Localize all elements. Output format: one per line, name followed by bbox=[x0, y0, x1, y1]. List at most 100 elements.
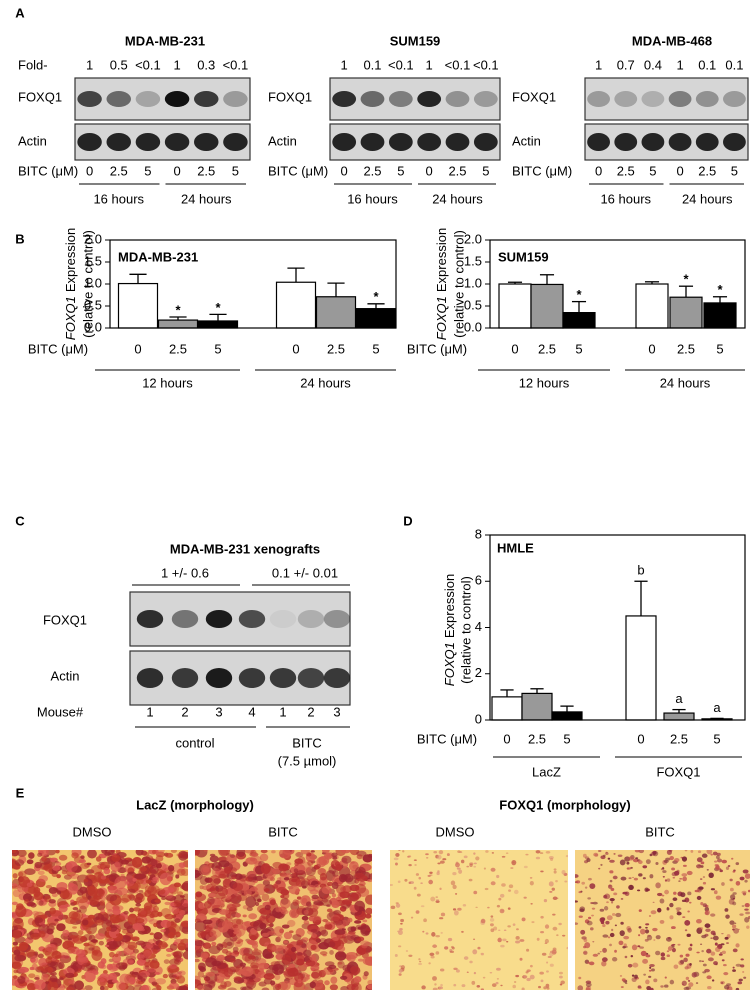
cell bbox=[489, 972, 493, 974]
cell bbox=[245, 857, 258, 865]
cell bbox=[592, 901, 598, 905]
cell bbox=[740, 958, 744, 961]
cell bbox=[149, 932, 154, 936]
cell bbox=[307, 859, 314, 867]
cell bbox=[26, 859, 34, 865]
cell bbox=[339, 891, 351, 899]
cell bbox=[300, 850, 310, 855]
time-label: 16 hours bbox=[347, 191, 398, 206]
cell bbox=[432, 987, 438, 990]
cell bbox=[665, 936, 672, 942]
cell bbox=[439, 917, 444, 920]
dose-label: 2.5 bbox=[617, 163, 635, 178]
cell bbox=[354, 872, 365, 879]
cell bbox=[439, 860, 445, 864]
mouse-number: 3 bbox=[215, 704, 222, 719]
cell bbox=[216, 943, 224, 951]
y-tick-label: 1.5 bbox=[464, 253, 482, 268]
cell bbox=[273, 960, 285, 970]
cell bbox=[51, 893, 58, 898]
bar bbox=[562, 312, 596, 329]
cell bbox=[667, 946, 673, 951]
treatment-label: BITC (μM) bbox=[18, 163, 78, 178]
cell bbox=[98, 940, 105, 946]
cell bbox=[712, 935, 719, 941]
cell bbox=[166, 953, 172, 957]
cell bbox=[686, 933, 691, 937]
cell bbox=[303, 909, 309, 915]
cell bbox=[507, 907, 511, 910]
cell bbox=[491, 983, 497, 988]
cell bbox=[163, 959, 170, 964]
cell bbox=[444, 946, 449, 950]
cell bbox=[724, 984, 730, 990]
cell bbox=[197, 970, 205, 978]
cell bbox=[261, 893, 270, 902]
cell bbox=[149, 903, 158, 908]
cell bbox=[340, 874, 348, 880]
dose-label: 0 bbox=[134, 341, 141, 356]
cell bbox=[34, 976, 40, 980]
cell bbox=[143, 852, 150, 857]
cell bbox=[539, 971, 544, 975]
dose-label: 2.5 bbox=[448, 163, 466, 178]
cell bbox=[607, 936, 611, 939]
cell bbox=[455, 969, 460, 973]
cell bbox=[473, 862, 477, 865]
cell bbox=[100, 908, 106, 914]
cell bbox=[107, 908, 113, 915]
cell bbox=[92, 950, 99, 956]
blot-band bbox=[668, 133, 692, 151]
cell bbox=[40, 914, 47, 918]
cell bbox=[710, 853, 713, 856]
significance: b bbox=[637, 563, 644, 578]
cell bbox=[137, 908, 148, 918]
cell bbox=[178, 970, 186, 976]
significance: * bbox=[373, 289, 379, 304]
cell bbox=[705, 928, 711, 933]
cell bbox=[601, 957, 608, 962]
cell bbox=[680, 892, 686, 898]
cell bbox=[425, 932, 429, 935]
cell bbox=[331, 893, 337, 898]
cell bbox=[38, 875, 49, 882]
cell bbox=[131, 857, 143, 868]
cell bbox=[310, 850, 315, 853]
cell bbox=[480, 988, 485, 990]
cell bbox=[195, 944, 204, 953]
cell bbox=[12, 979, 19, 986]
cell bbox=[295, 870, 307, 880]
cell bbox=[283, 968, 295, 980]
cell bbox=[77, 956, 87, 962]
cell bbox=[645, 859, 651, 865]
cell bbox=[600, 863, 603, 866]
cell bbox=[649, 987, 654, 990]
cell bbox=[672, 943, 676, 946]
cell bbox=[195, 893, 207, 902]
bar bbox=[521, 692, 553, 721]
cell bbox=[320, 899, 333, 907]
cell bbox=[273, 926, 284, 937]
cell bbox=[151, 850, 157, 854]
cell bbox=[305, 901, 312, 907]
cell bbox=[135, 850, 144, 856]
cell bbox=[106, 926, 112, 932]
blot-band bbox=[77, 91, 102, 107]
dose-label: 0 bbox=[426, 163, 433, 178]
y-tick-label: 0 bbox=[475, 711, 482, 726]
cell bbox=[288, 885, 300, 895]
cell bbox=[721, 950, 726, 955]
chart-title: MDA-MB-231 bbox=[118, 249, 198, 264]
cell bbox=[682, 916, 686, 918]
cell bbox=[116, 887, 129, 896]
cell bbox=[552, 913, 556, 916]
cell bbox=[129, 951, 136, 959]
cell bbox=[109, 963, 119, 969]
cell bbox=[18, 944, 27, 952]
cell bbox=[696, 951, 700, 954]
cell bbox=[311, 969, 323, 980]
cell bbox=[547, 955, 552, 959]
cell bbox=[115, 962, 128, 970]
cell bbox=[251, 949, 262, 956]
cell bbox=[540, 870, 544, 873]
